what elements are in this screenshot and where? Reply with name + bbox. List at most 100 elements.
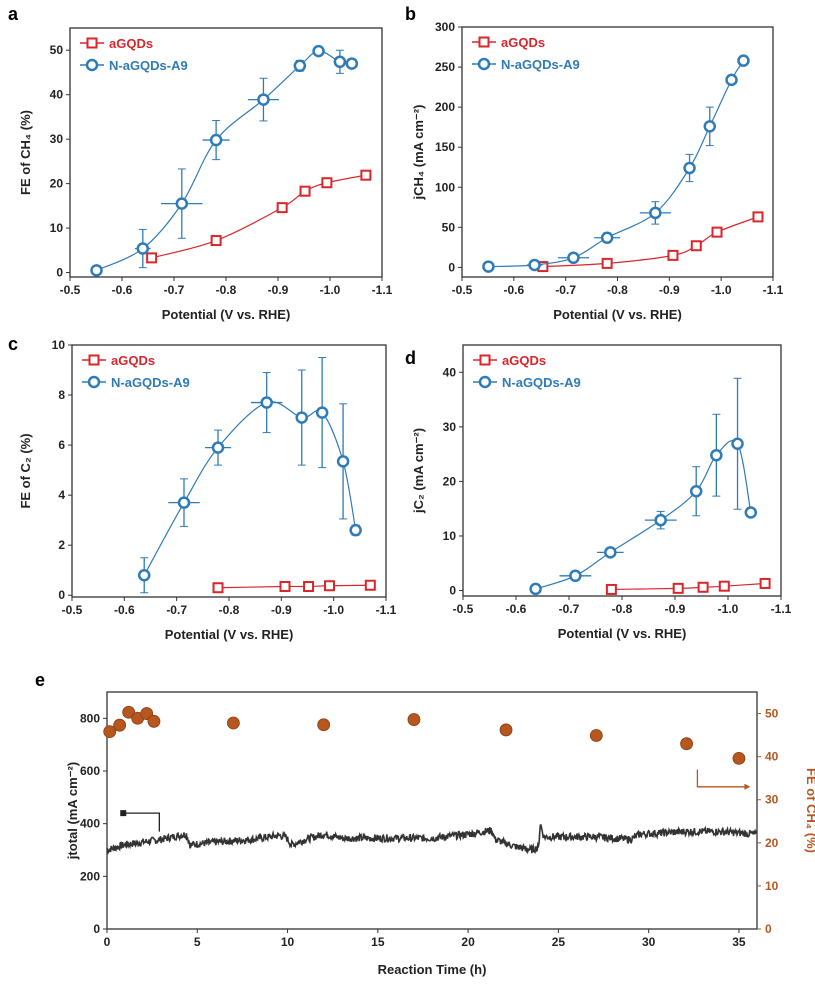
y-tick-label: 40 xyxy=(443,365,457,379)
fe-point xyxy=(732,751,746,765)
legend-marker xyxy=(479,354,491,366)
legend-label: aGQDs xyxy=(109,36,153,51)
legend-label: aGQDs xyxy=(502,353,546,368)
panel-d: d -0.5 -0.6 -0.7 -0.8 -0.9 -1.0 -1.1 0 10 20 30 40 Po… xyxy=(405,344,792,641)
data-point xyxy=(567,251,580,265)
x-axis-label: Reaction Time (h) xyxy=(378,962,487,977)
x-tick-label: -0.6 xyxy=(112,283,133,297)
left-axis-arrow xyxy=(120,810,161,832)
data-point xyxy=(293,59,307,73)
series-0: aGQDs xyxy=(472,35,764,273)
y-tick-label: 4 xyxy=(58,488,65,502)
plot-frame xyxy=(106,691,758,930)
series-1: N-aGQDs-A9 xyxy=(82,357,362,594)
data-point xyxy=(137,568,151,582)
x-tick-label: 15 xyxy=(371,935,385,949)
data-point xyxy=(600,231,614,244)
x-tick-label: 10 xyxy=(281,935,295,949)
panel-c: c -0.5 -0.6 -0.7 -0.8 -0.9 -1.0 -1.1 0 2 4 6 8 10 Pote… xyxy=(8,334,397,642)
data-point xyxy=(710,448,723,462)
y-right-tick-label: 20 xyxy=(765,836,779,850)
x-tick-label: 5 xyxy=(194,935,201,949)
y-axis-label: jC₂ (mA cm⁻²) xyxy=(411,428,426,514)
data-point xyxy=(211,441,225,454)
y-tick-label: 800 xyxy=(80,711,100,725)
series-line xyxy=(143,401,357,576)
y-axis-label: jCH₄ (mA cm⁻²) xyxy=(411,105,426,201)
y-tick-label: 20 xyxy=(443,474,457,488)
x-tick-label: -0.6 xyxy=(503,283,524,297)
data-point xyxy=(689,484,703,498)
panel-label: e xyxy=(35,670,45,690)
y-tick-label: 40 xyxy=(50,88,64,102)
series-1: N-aGQDs-A9 xyxy=(473,375,758,596)
y-right-tick-label: 50 xyxy=(765,707,779,721)
y-tick-label: 50 xyxy=(50,43,64,57)
x-tick-label: -1.1 xyxy=(372,283,393,297)
y-tick-label: 100 xyxy=(435,180,455,194)
data-point xyxy=(759,577,771,589)
data-point xyxy=(649,206,662,220)
x-tick-label: -0.5 xyxy=(452,283,473,297)
x-tick-label: -0.7 xyxy=(559,602,580,616)
data-point xyxy=(725,73,738,87)
y-axis-label: jtotal (mA cm⁻²) xyxy=(65,762,80,860)
data-point xyxy=(744,506,758,519)
x-axis-label: Potential (V vs. RHE) xyxy=(162,307,291,322)
y-tick-label: 200 xyxy=(435,100,455,114)
x-tick-label: -1.1 xyxy=(376,603,397,617)
x-tick-label: -1.0 xyxy=(711,283,732,297)
panel-e: e 0 5 10 15 20 25 30 35 0 200 400 600 800 0 10 20 30 40 50 F… xyxy=(35,670,815,977)
series-1: N-aGQDs-A9 xyxy=(472,54,750,273)
legend-marker xyxy=(478,375,492,389)
data-point xyxy=(528,258,541,272)
y-tick-label: 10 xyxy=(50,221,64,235)
current-trace xyxy=(106,823,758,855)
legend-marker xyxy=(85,58,99,72)
fe-point xyxy=(589,729,603,742)
data-point xyxy=(276,202,288,214)
x-tick-label: 25 xyxy=(552,935,566,949)
x-tick-label: -0.7 xyxy=(166,603,187,617)
panel-b: b -0.5 -0.6 -0.7 -0.8 -0.9 -1.0 -1.1 0 50 100 150 20… xyxy=(405,4,784,322)
y-right-axis-label: FE of CH₄ (%) xyxy=(804,768,815,853)
x-tick-label: 35 xyxy=(732,935,746,949)
x-tick-label: -0.9 xyxy=(665,602,686,616)
series-line xyxy=(151,174,366,259)
legend-marker xyxy=(87,375,101,389)
panel-a: a -0.5 -0.6 -0.7 -0.8 -0.9 -1.0 -1.1 0 10 20 30 40 50… xyxy=(8,4,393,322)
x-tick-label: -0.8 xyxy=(607,283,628,297)
series-line xyxy=(535,439,752,590)
panel-label: c xyxy=(8,334,18,354)
data-point xyxy=(364,579,376,591)
x-axis-label: Potential (V vs. RHE) xyxy=(165,627,294,642)
data-point xyxy=(752,211,764,223)
x-tick-label: -1.0 xyxy=(718,602,739,616)
data-point xyxy=(349,523,362,537)
y-tick-label: 600 xyxy=(80,764,100,778)
y-axis-label: FE of CH₄ (%) xyxy=(18,110,33,195)
y-tick-label: 250 xyxy=(435,60,455,74)
data-point xyxy=(212,582,224,594)
y-tick-label: 0 xyxy=(56,266,63,280)
data-point xyxy=(345,57,359,70)
right-axis-arrow xyxy=(696,769,751,790)
x-tick-label: -0.6 xyxy=(114,603,135,617)
y-tick-label: 20 xyxy=(50,177,64,191)
y-tick-label: 200 xyxy=(80,869,100,883)
series-1 xyxy=(103,705,746,765)
fe-point xyxy=(317,718,331,732)
data-point xyxy=(90,264,103,277)
fe-point xyxy=(147,714,161,728)
right-axis-arrow-head xyxy=(744,783,751,790)
fe-point xyxy=(680,737,693,751)
series-1: N-aGQDs-A9 xyxy=(80,44,359,277)
fe-point xyxy=(122,705,136,719)
series-0: aGQDs xyxy=(473,353,771,595)
fe-point xyxy=(499,723,513,737)
data-point xyxy=(718,580,730,592)
series-0: aGQDs xyxy=(80,36,372,264)
data-point xyxy=(482,260,495,273)
data-point xyxy=(257,93,270,106)
x-tick-label: -0.5 xyxy=(453,602,474,616)
